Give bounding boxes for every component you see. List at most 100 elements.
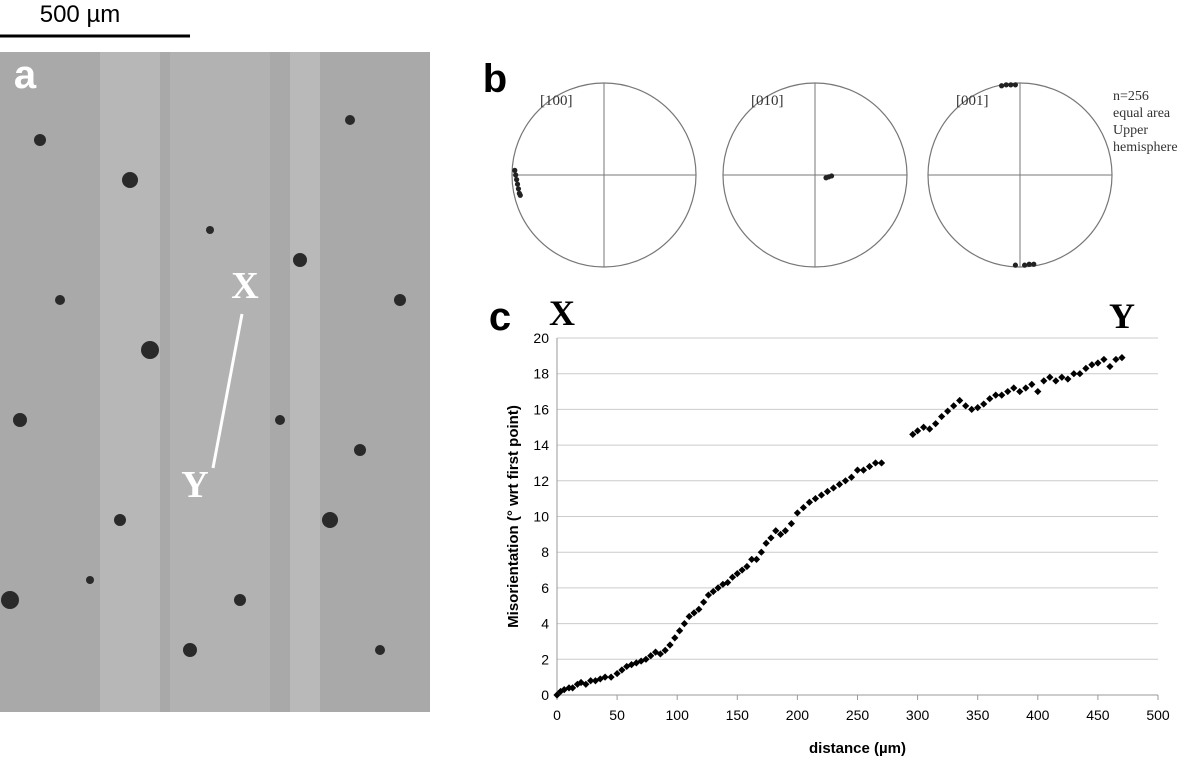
point	[1070, 370, 1078, 378]
point	[637, 657, 645, 665]
y-tick-label: 18	[533, 366, 549, 382]
point	[587, 677, 595, 685]
y-tick-label: 12	[533, 473, 549, 489]
point	[1100, 355, 1108, 364]
point	[656, 650, 664, 658]
point	[932, 420, 940, 428]
point	[577, 678, 585, 687]
point	[805, 498, 814, 506]
point	[627, 661, 636, 669]
point	[709, 587, 717, 596]
point	[666, 641, 674, 649]
point	[926, 425, 934, 433]
point	[690, 609, 698, 617]
point	[680, 620, 689, 628]
point	[841, 477, 850, 485]
texture	[100, 52, 160, 712]
point	[980, 400, 988, 408]
point	[671, 634, 679, 642]
point	[748, 555, 756, 563]
pole-note: equal area	[1113, 106, 1171, 121]
point	[1058, 373, 1066, 381]
point	[1118, 354, 1126, 362]
point	[591, 677, 600, 685]
point	[661, 646, 669, 654]
pole-note: Upper	[1113, 123, 1148, 138]
point	[1010, 384, 1018, 392]
panel-label: b	[483, 57, 507, 101]
point	[962, 402, 970, 410]
point	[772, 527, 780, 535]
point	[685, 612, 693, 621]
point	[724, 578, 732, 587]
x-tick-label: 100	[666, 707, 690, 723]
pole-point	[828, 173, 835, 179]
point	[565, 684, 573, 692]
texture	[1, 115, 406, 657]
point	[1040, 377, 1048, 385]
point	[859, 466, 868, 474]
pole-figures: b [100] [010] [001] n=256 equal area Upper hem…	[483, 57, 1178, 268]
point	[733, 570, 741, 578]
point	[787, 520, 795, 528]
x-tick-label: 300	[906, 707, 930, 723]
point	[956, 396, 964, 405]
point	[799, 503, 808, 512]
point	[823, 487, 832, 496]
point	[909, 430, 917, 438]
y-axis-title: Misorientation (° wrt first point)	[505, 405, 522, 628]
x-tick-label: 50	[609, 707, 625, 723]
point	[714, 584, 722, 592]
y-tick-label: 16	[533, 401, 549, 417]
pole-title: [010]	[751, 93, 784, 109]
point	[1022, 384, 1030, 392]
point	[618, 666, 626, 674]
point	[938, 412, 946, 421]
point	[781, 527, 789, 535]
point	[793, 509, 801, 517]
texture	[170, 52, 270, 712]
pole-title: [001]	[956, 93, 989, 109]
pole-note: hemisphere	[1113, 140, 1178, 155]
point	[647, 652, 655, 660]
point	[986, 395, 994, 403]
point	[601, 673, 609, 681]
point	[1082, 364, 1090, 372]
point	[1034, 387, 1042, 396]
point	[1052, 377, 1060, 385]
point	[817, 491, 826, 499]
start-label: X	[549, 293, 575, 333]
point	[743, 562, 751, 571]
point	[700, 598, 708, 606]
point	[632, 659, 640, 667]
point	[920, 423, 928, 431]
point	[998, 391, 1006, 399]
point	[596, 675, 604, 683]
marker-label: X	[231, 265, 258, 307]
y-tick-label: 4	[541, 616, 549, 632]
pole-point	[1008, 82, 1014, 88]
point	[752, 555, 761, 563]
point	[944, 407, 952, 415]
pole-point	[515, 186, 522, 192]
point	[847, 473, 856, 481]
point	[728, 573, 737, 581]
y-tick-label: 6	[541, 580, 549, 596]
end-label: Y	[1109, 296, 1135, 336]
pole-title: [100]	[540, 93, 573, 109]
point	[651, 648, 660, 656]
point	[871, 459, 880, 467]
point	[811, 495, 820, 503]
pole-point	[1022, 262, 1028, 268]
point	[829, 484, 838, 492]
point	[974, 404, 982, 412]
point	[914, 427, 922, 435]
point	[560, 686, 568, 694]
point	[865, 462, 874, 471]
point	[1088, 361, 1096, 369]
x-axis-title: distance (µm)	[809, 740, 906, 757]
y-tick-label: 10	[533, 509, 549, 525]
point	[719, 580, 727, 588]
